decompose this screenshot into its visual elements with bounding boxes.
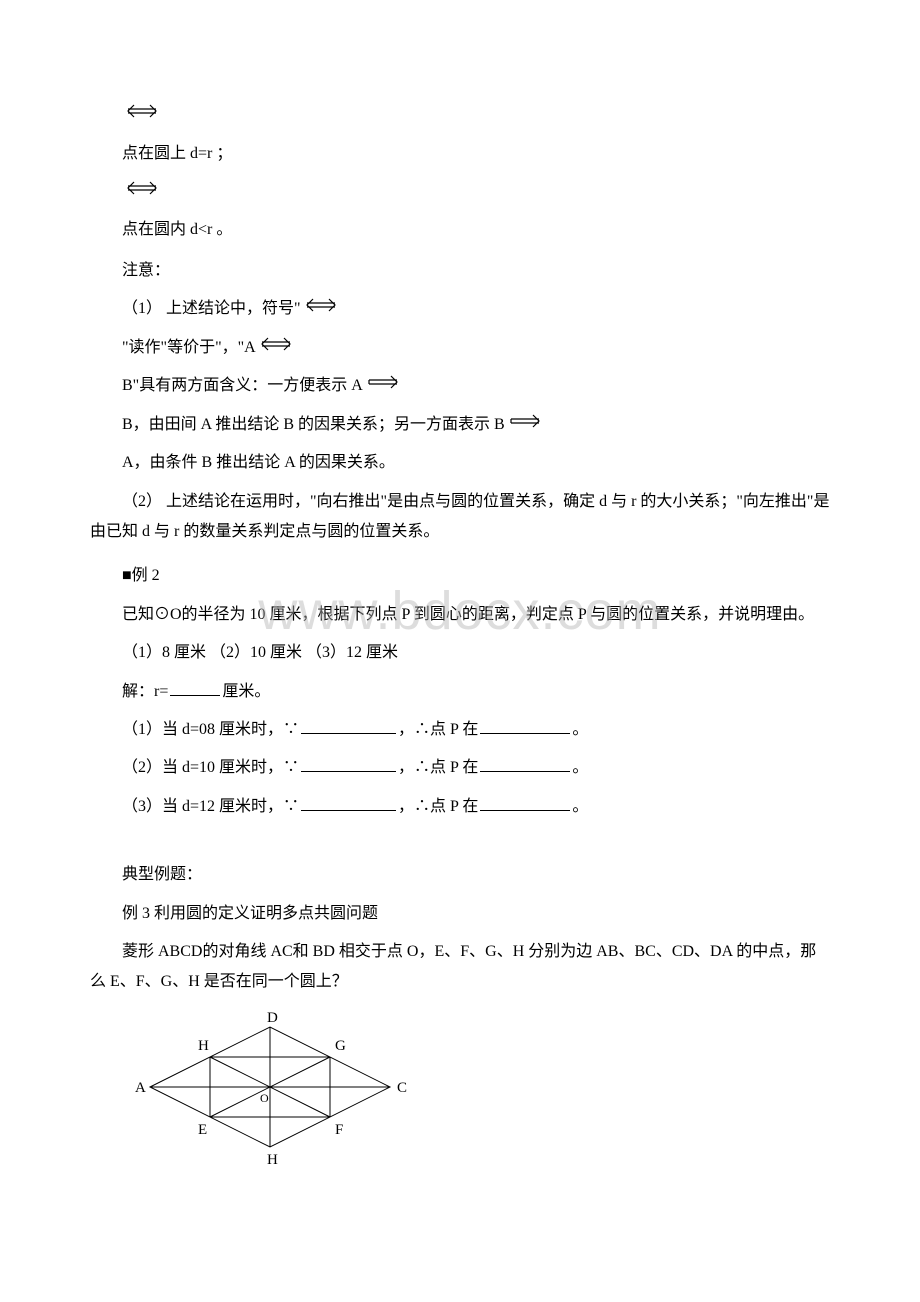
sol-label-b: 厘米。: [222, 683, 270, 700]
text-point-in-circle: 点在圆内 d<r 。: [90, 215, 830, 245]
c1-a: （1）当 d=08 厘米时，∵: [122, 721, 299, 738]
svg-text:F: F: [335, 1122, 343, 1138]
arrow-symbol-2: [90, 177, 830, 208]
example3-body: 菱形 ABCD的对角线 AC和 BD 相交于点 O，E、F、G、H 分别为边 A…: [90, 937, 830, 998]
note1-part-c: B"具有两方面含义：一方便表示 A: [122, 377, 363, 394]
svg-text:O: O: [260, 1091, 269, 1105]
c3-b: ，∴点 P 在: [398, 798, 478, 815]
double-arrow-icon: [303, 294, 339, 324]
right-arrow-icon: [507, 410, 543, 440]
blank-c3-2: [480, 795, 570, 811]
c1-b: ，∴点 P 在: [398, 721, 478, 738]
text-note-title: 注意：: [90, 256, 830, 286]
typical-title: 典型例题：: [90, 860, 830, 890]
svg-text:H: H: [267, 1152, 278, 1168]
blank-c2-1: [301, 756, 396, 772]
example2-body: 已知⊙O的半径为 10 厘米，根据下列点 P 到圆心的距离，判定点 P 与圆的位…: [90, 600, 830, 630]
c3-a: （3）当 d=12 厘米时，∵: [122, 798, 299, 815]
example2-options: （1）8 厘米 （2）10 厘米 （3）12 厘米: [90, 638, 830, 668]
right-arrow-icon: [365, 371, 401, 401]
example2-solution: 解：r= 厘米。: [90, 677, 830, 707]
example2-case3: （3）当 d=12 厘米时，∵ ，∴点 P 在 。: [90, 792, 830, 822]
double-arrow-icon: [124, 100, 160, 130]
example2-title: ■例 2: [90, 561, 830, 591]
c2-c: 。: [572, 759, 588, 776]
svg-text:G: G: [335, 1038, 346, 1054]
text-note1-e: A，由条件 B 推出结论 A 的因果关系。: [90, 448, 830, 478]
svg-text:D: D: [267, 1012, 278, 1026]
double-arrow-icon: [258, 333, 294, 363]
blank-c1-1: [301, 718, 396, 734]
c2-b: ，∴点 P 在: [398, 759, 478, 776]
svg-text:A: A: [135, 1080, 146, 1096]
blank-c1-2: [480, 718, 570, 734]
text-note1-b: "读作"等价于"，"A: [90, 333, 830, 364]
example2-case1: （1）当 d=08 厘米时，∵ ，∴点 P 在 。: [90, 715, 830, 745]
c3-c: 。: [572, 798, 588, 815]
svg-text:E: E: [198, 1122, 207, 1138]
text-note2: （2） 上述结论在运用时，"向右推出"是由点与圆的位置关系，确定 d 与 r 的…: [90, 487, 830, 548]
blank-r: [170, 680, 220, 696]
spacer: [90, 830, 830, 860]
svg-text:C: C: [397, 1080, 407, 1096]
sol-label-a: 解：r=: [122, 683, 168, 700]
blank-c3-1: [301, 795, 396, 811]
text-note1-d: B，由田间 A 推出结论 B 的因果关系；另一方面表示 B: [90, 410, 830, 441]
text-note1-c: B"具有两方面含义：一方便表示 A: [90, 371, 830, 402]
note1-part-d: B，由田间 A 推出结论 B 的因果关系；另一方面表示 B: [122, 416, 505, 433]
c2-a: （2）当 d=10 厘米时，∵: [122, 759, 299, 776]
rhombus-diagram: A D C H H G E F O: [130, 1012, 830, 1183]
svg-text:H: H: [198, 1038, 209, 1054]
example2-case2: （2）当 d=10 厘米时，∵ ，∴点 P 在 。: [90, 753, 830, 783]
example3-title: 例 3 利用圆的定义证明多点共圆问题: [90, 899, 830, 929]
note1-part-b: "读作"等价于"，"A: [122, 339, 256, 356]
double-arrow-icon: [124, 177, 160, 207]
c1-c: 。: [572, 721, 588, 738]
text-point-on-circle: 点在圆上 d=r ；: [90, 139, 830, 169]
note1-part-a: （1） 上述结论中，符号": [122, 300, 301, 317]
blank-c2-2: [480, 756, 570, 772]
text-note1-a: （1） 上述结论中，符号": [90, 294, 830, 325]
arrow-symbol-1: [90, 100, 830, 131]
